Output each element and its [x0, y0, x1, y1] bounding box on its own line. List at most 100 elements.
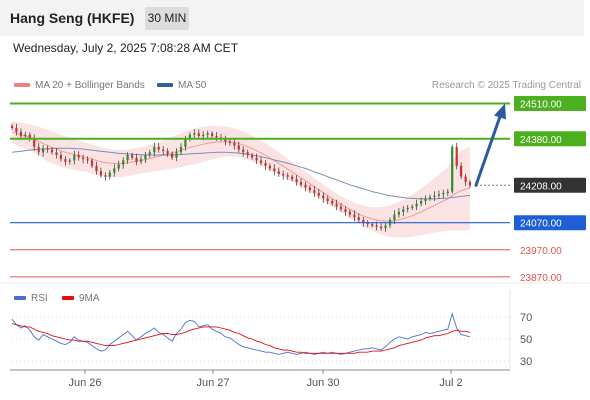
ma20-label: MA 20 + Bollinger Bands: [35, 80, 145, 91]
legend-ma20: MA 20 + Bollinger Bands: [14, 80, 145, 91]
candle-body: [175, 152, 178, 158]
candle-body: [24, 134, 27, 137]
candle-body: [451, 146, 454, 192]
candle-body: [251, 155, 254, 158]
candle-body: [122, 160, 125, 165]
candle-body: [211, 133, 214, 136]
candle-body: [10, 125, 14, 128]
projection-arrow-shaft: [474, 115, 502, 187]
candle-body: [277, 171, 280, 174]
candle-body: [139, 159, 143, 162]
candle-body: [144, 155, 147, 160]
candle-body: [99, 171, 102, 176]
candle-body: [131, 155, 134, 158]
candle-body: [402, 209, 405, 212]
candle-body: [455, 146, 458, 166]
candle-body: [362, 220, 365, 223]
candle-body: [228, 141, 231, 143]
candle-body: [335, 203, 338, 207]
candle-body: [371, 224, 374, 226]
candle-body: [90, 160, 94, 166]
rsi-label: RSI: [31, 293, 48, 304]
resistance-tag-24380-00: [514, 131, 586, 147]
x-tick-label: Jun 26: [68, 377, 101, 389]
rsi-tick-50: 50: [520, 334, 532, 346]
candle-body: [15, 127, 18, 132]
candle-body: [64, 159, 67, 162]
support-label-23870-00: 23870.00: [520, 273, 562, 284]
candle-body: [420, 201, 423, 204]
candle-body: [37, 146, 40, 153]
candle-body: [237, 145, 240, 150]
resistance-label-24510-00: 24510.00: [520, 100, 562, 111]
candle-body: [411, 206, 414, 208]
last-price-tag: [514, 177, 586, 193]
header-bar: Hang Seng (HKFE) 30 MIN: [0, 0, 584, 36]
candle-body: [397, 211, 400, 215]
candle-body: [415, 203, 418, 207]
credit-text: Research © 2025 Trading Central: [431, 80, 581, 91]
candle-body: [375, 225, 378, 227]
pivot-tag-24070-00: [514, 215, 586, 231]
rsi-tick-30: 30: [520, 356, 532, 368]
candle-body: [104, 175, 107, 177]
candle-body: [468, 182, 472, 186]
candle-body: [117, 164, 120, 169]
candle-body: [197, 133, 200, 136]
rsi-ma-swatch: [62, 296, 74, 301]
candle-body: [86, 159, 89, 161]
candle-body: [73, 155, 76, 161]
candle-body: [193, 133, 196, 135]
candle-body: [95, 165, 98, 172]
candle-body: [148, 152, 151, 155]
candle-body: [317, 192, 320, 196]
candle-body: [135, 157, 138, 162]
candle-body: [299, 182, 303, 185]
interval-selector[interactable]: 30 MIN: [145, 7, 189, 30]
candle-body: [282, 174, 285, 176]
rsi-ma-line: [11, 323, 471, 354]
candle-body: [162, 149, 165, 151]
candle-body: [291, 176, 294, 180]
candle-body: [126, 155, 129, 161]
legend-ma50: MA 50: [157, 80, 206, 91]
candle-body: [322, 195, 325, 199]
legend-rsi: RSI: [14, 293, 48, 304]
candle-body: [224, 138, 227, 142]
candle-body: [215, 136, 218, 138]
candle-body: [286, 175, 289, 177]
candle-body: [171, 153, 174, 158]
rsi-swatch: [14, 296, 26, 301]
candle-body: [366, 222, 369, 225]
candle-body: [113, 168, 116, 173]
ma20-swatch: [14, 83, 30, 88]
candle-body: [255, 157, 258, 161]
candle-body: [157, 146, 160, 150]
ma20-line: [11, 131, 471, 222]
candle-body: [331, 201, 334, 204]
candle-body: [433, 195, 436, 197]
candle-body: [442, 192, 445, 195]
candle-body: [264, 163, 267, 166]
candle-body: [446, 191, 449, 193]
support-label-23970-00: 23970.00: [520, 246, 562, 257]
candle-body: [202, 134, 205, 137]
candle-body: [184, 138, 187, 147]
candle-body: [33, 138, 36, 147]
bollinger-band: [12, 121, 470, 238]
candle-body: [68, 160, 71, 162]
x-tick-label: Jun 27: [196, 377, 229, 389]
candle-body: [428, 197, 432, 199]
candle-body: [295, 179, 298, 183]
projection-arrow-head: [494, 103, 506, 120]
candle-body: [304, 184, 307, 188]
candle-body: [55, 152, 58, 155]
candle-body: [460, 165, 463, 177]
ma50-line: [11, 147, 471, 200]
candle-body: [188, 134, 191, 139]
rsi-line: [11, 312, 471, 355]
candle-body: [246, 152, 249, 155]
candle-body: [268, 165, 271, 169]
candle-body: [406, 207, 409, 210]
